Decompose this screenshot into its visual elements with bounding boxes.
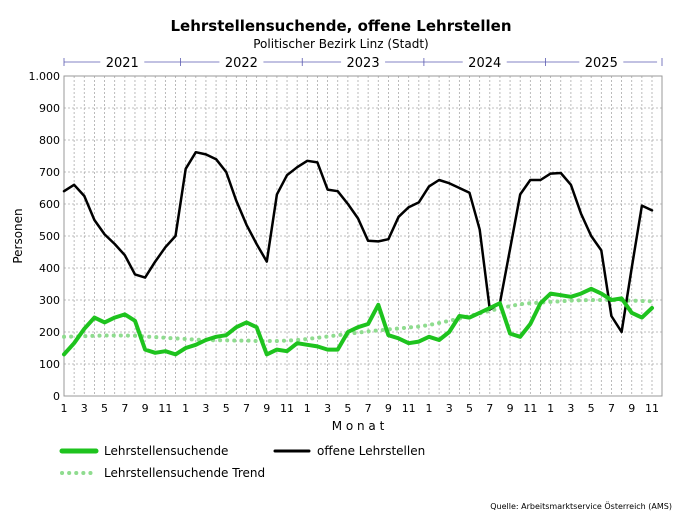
y-tick-label: 800: [39, 134, 60, 147]
x-tick-label: 5: [588, 402, 595, 415]
x-tick-label: 9: [628, 402, 635, 415]
year-label-background: [462, 54, 507, 70]
year-label-background: [219, 54, 264, 70]
x-tick-label: 5: [223, 402, 230, 415]
x-tick-label: 7: [486, 402, 493, 415]
chart-title: Lehrstellensuchende, offene Lehrstellen: [171, 17, 512, 35]
x-tick-label: 5: [101, 402, 108, 415]
x-tick-label: 1: [61, 402, 68, 415]
x-tick-label: 3: [202, 402, 209, 415]
x-tick-label: 11: [645, 402, 659, 415]
x-tick-label: 7: [365, 402, 372, 415]
x-tick-label: 11: [280, 402, 294, 415]
legend-label: offene Lehrstellen: [317, 444, 425, 458]
x-tick-label: 11: [523, 402, 537, 415]
y-tick-label: 200: [39, 326, 60, 339]
x-tick-label: 1: [182, 402, 189, 415]
x-tick-label: 9: [385, 402, 392, 415]
x-tick-label: 1: [304, 402, 311, 415]
x-tick-label: 9: [142, 402, 149, 415]
y-tick-label: 100: [39, 358, 60, 371]
year-label: 2022: [225, 56, 258, 71]
y-tick-label: 400: [39, 262, 60, 275]
year-label: 2025: [585, 56, 618, 71]
x-tick-label: 7: [243, 402, 250, 415]
y-axis-label: Personen: [11, 208, 25, 263]
x-tick-label: 3: [324, 402, 331, 415]
chart-subtitle: Politischer Bezirk Linz (Stadt): [253, 37, 429, 51]
year-label: 2023: [347, 56, 380, 71]
year-label-background: [100, 54, 145, 70]
series-line-offene-lehrstellen: [62, 150, 654, 334]
y-tick-label: 500: [39, 230, 60, 243]
y-tick-label: 600: [39, 198, 60, 211]
x-axis-label: M o n a t: [332, 419, 385, 433]
x-tick-label: 3: [81, 402, 88, 415]
y-tick-label: 700: [39, 166, 60, 179]
x-tick-label: 9: [263, 402, 270, 415]
plot-frame: [63, 75, 663, 397]
series-line-lehrstellensuchende: [62, 286, 654, 357]
y-tick-label: 900: [39, 102, 60, 115]
x-tick-label: 11: [402, 402, 416, 415]
x-tick-label: 1: [425, 402, 432, 415]
x-tick-label: 5: [344, 402, 351, 415]
x-tick-label: 3: [567, 402, 574, 415]
x-tick-label: 7: [608, 402, 615, 415]
x-tick-label: 3: [446, 402, 453, 415]
x-tick-label: 7: [121, 402, 128, 415]
source-note: Quelle: Arbeitsmarktservice Österreich (…: [490, 501, 672, 511]
legend: Lehrstellensuchende offene Lehrstellen Leh…: [59, 444, 425, 480]
year-label: 2024: [468, 56, 501, 71]
x-tick-label: 11: [158, 402, 172, 415]
legend-label: Lehrstellensuchende Trend: [104, 466, 265, 480]
series-line-lehrstellensuchende-trend: [62, 298, 654, 343]
y-tick-label: 1.000: [29, 70, 61, 83]
year-label-background: [341, 54, 386, 70]
year-label: 2021: [106, 56, 139, 71]
x-tick-label: 1: [547, 402, 554, 415]
year-label-background: [579, 54, 624, 70]
x-tick-label: 5: [466, 402, 473, 415]
y-tick-label: 0: [53, 390, 60, 403]
y-tick-label: 300: [39, 294, 60, 307]
legend-label: Lehrstellensuchende: [104, 444, 228, 458]
x-tick-label: 9: [507, 402, 514, 415]
